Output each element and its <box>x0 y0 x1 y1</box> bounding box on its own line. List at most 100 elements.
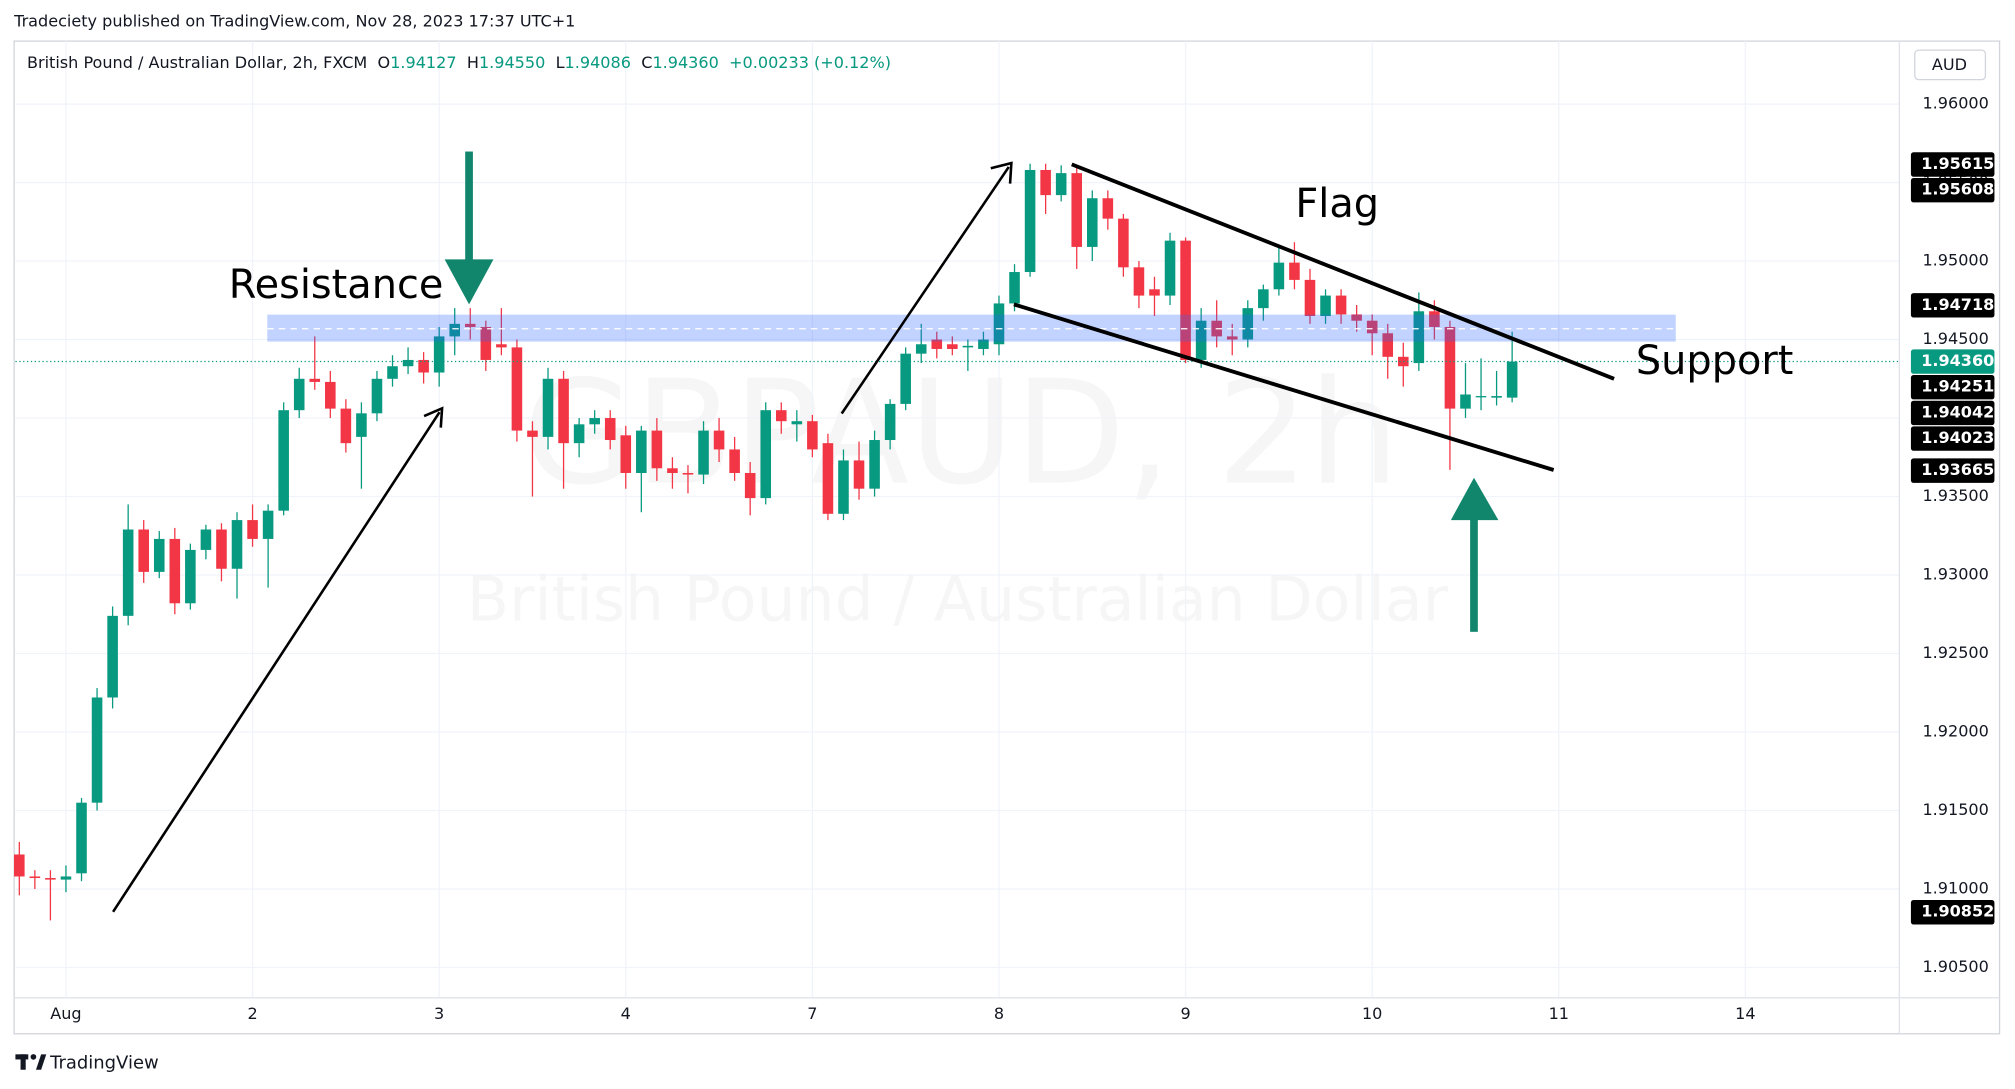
candle-body <box>1040 169 1051 196</box>
candle-body <box>247 520 258 539</box>
brand: TradingView <box>49 1052 159 1073</box>
symbol: British Pound / Australian Dollar, 2h, F… <box>27 52 367 71</box>
candle-body <box>511 347 523 431</box>
y-tick-label: 1.96000 <box>1922 94 1988 113</box>
candle-body <box>604 418 616 441</box>
candle-body <box>309 378 321 382</box>
candle-body <box>340 408 352 444</box>
y-tick-label: 1.92500 <box>1922 643 1988 662</box>
candle-body <box>791 421 803 425</box>
drawings: Resistance Flag Support <box>112 151 1793 913</box>
candle-body <box>1226 336 1238 340</box>
price-label-box <box>1910 458 1995 483</box>
candle-body <box>1366 320 1378 334</box>
ohlc-value: 1.94360 <box>652 52 718 71</box>
candle-body <box>1429 311 1440 327</box>
candle-body <box>278 410 289 511</box>
ohlc-value: 1.94086 <box>565 52 631 71</box>
arrow-head <box>990 161 1013 184</box>
candle-body <box>76 802 87 874</box>
candle-body <box>1024 169 1036 273</box>
trend-arrow <box>112 411 441 913</box>
price-label-box <box>1910 177 1995 203</box>
candle-body <box>1460 394 1471 409</box>
candle-body <box>216 529 227 569</box>
price-label-box <box>1910 400 1995 426</box>
candle-body <box>1118 218 1129 268</box>
candle-body <box>807 421 818 450</box>
candle-body <box>371 378 383 414</box>
candle-body <box>1398 356 1409 367</box>
candle-body <box>1475 396 1487 398</box>
candle-body <box>527 430 538 437</box>
candle-body <box>775 410 787 422</box>
currency: AUD <box>1932 55 1967 74</box>
price-label-box <box>1910 900 1995 925</box>
candle-body <box>1351 314 1362 321</box>
candle-body <box>1320 295 1331 316</box>
candle-body <box>293 378 305 411</box>
brand-logo <box>15 1054 47 1070</box>
candle-body <box>900 353 911 404</box>
candle-body <box>993 303 1005 345</box>
candle-body <box>153 538 165 572</box>
candle-body <box>107 615 118 698</box>
candle-body <box>91 697 103 803</box>
candle-body <box>713 430 725 450</box>
candle-body <box>169 538 181 604</box>
price-label: 1.95608 <box>1921 180 1994 199</box>
signal-arrow <box>1470 516 1478 632</box>
signal-arrow <box>1450 477 1499 521</box>
candle-body <box>853 460 865 489</box>
candle-body <box>744 472 756 499</box>
candle-body <box>838 460 849 514</box>
candle-body <box>682 472 694 475</box>
price-label: 1.94042 <box>1921 402 1994 421</box>
attribution: Tradeciety published on TradingView.com,… <box>13 11 575 30</box>
price-label-box <box>1910 349 1995 374</box>
candle-body <box>822 443 834 514</box>
price-label: 1.94251 <box>1921 377 1994 396</box>
price-label-box <box>1910 152 1995 177</box>
candle-body <box>29 876 41 879</box>
flag-line <box>1013 302 1555 472</box>
candle-body <box>884 403 896 441</box>
candle-body <box>651 430 663 469</box>
candle-body <box>1180 240 1191 360</box>
arrow-head <box>423 406 444 428</box>
candle-body <box>698 430 709 475</box>
candle-body <box>325 381 336 409</box>
ohlc-value: 1.94127 <box>390 52 456 71</box>
y-tick-label: 1.91000 <box>1922 879 1988 898</box>
candle-body <box>558 378 569 444</box>
price-label-box <box>1910 426 1995 451</box>
y-tick-label: 1.93000 <box>1922 565 1988 584</box>
candle-body <box>45 878 56 880</box>
x-tick-label: 14 <box>1735 1004 1755 1023</box>
candle-body <box>1195 320 1207 360</box>
x-tick-label: 10 <box>1362 1004 1382 1023</box>
candle-body <box>1071 173 1083 247</box>
currency-box[interactable] <box>1914 49 1987 81</box>
y-tick-label: 1.92000 <box>1922 722 1988 741</box>
x-tick-label: 7 <box>807 1004 817 1023</box>
price-label-box <box>1910 293 1995 318</box>
candle-body <box>138 529 149 572</box>
candle-body <box>480 326 492 360</box>
candle-body <box>60 876 72 880</box>
candle-body <box>573 424 585 444</box>
y-tick-label: 1.93500 <box>1922 486 1988 505</box>
candle-body <box>122 529 134 616</box>
candle-body <box>185 549 196 604</box>
chart-frame <box>13 40 2001 1035</box>
candle-body <box>729 449 740 473</box>
legend-header: British Pound / Australian Dollar, 2h, F… <box>27 52 891 71</box>
candle-body <box>402 359 414 367</box>
flag-line <box>1071 162 1615 381</box>
candle-body <box>915 344 927 354</box>
signal-arrow <box>444 259 494 305</box>
signal-arrow <box>465 151 473 262</box>
ohlc-key: O <box>378 52 391 71</box>
x-tick-label: 11 <box>1549 1004 1569 1023</box>
